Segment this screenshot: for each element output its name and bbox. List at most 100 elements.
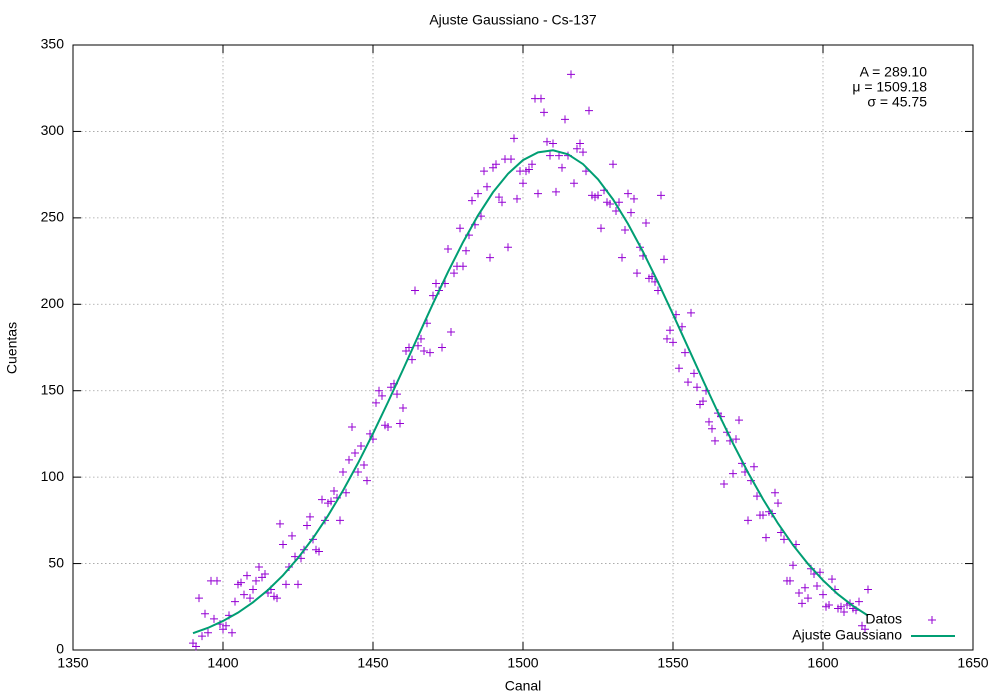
data-point: [759, 511, 767, 520]
data-point: [720, 480, 728, 489]
data-point: [549, 139, 557, 148]
data-point: [492, 160, 500, 169]
data-point: [318, 495, 326, 504]
data-point: [633, 269, 641, 278]
data-point: [612, 206, 620, 215]
data-point: [450, 269, 458, 278]
legend-label: Ajuste Gaussiano: [792, 627, 902, 643]
data-point: [447, 327, 455, 336]
data-point: [618, 253, 626, 262]
data-point: [462, 246, 470, 255]
legend-marker: [928, 616, 936, 624]
data-point: [507, 155, 515, 164]
data-point: [774, 499, 782, 508]
data-point: [660, 255, 668, 264]
data-point: [411, 286, 419, 295]
data-point: [813, 582, 821, 591]
data-point: [690, 369, 698, 378]
data-point: [315, 547, 323, 556]
data-point: [840, 607, 848, 616]
data-point: [375, 386, 383, 395]
data-point: [360, 461, 368, 470]
data-point: [864, 585, 872, 594]
x-tick-label: 1350: [57, 655, 88, 671]
data-point: [237, 578, 245, 587]
data-point: [543, 137, 551, 146]
data-point: [729, 469, 737, 478]
data-point: [801, 583, 809, 592]
data-point: [519, 179, 527, 188]
data-point: [510, 134, 518, 143]
data-point: [444, 244, 452, 253]
data-point: [585, 106, 593, 115]
data-point: [540, 108, 548, 117]
data-point: [642, 219, 650, 228]
data-point: [828, 575, 836, 584]
data-point: [348, 423, 356, 432]
data-point: [744, 516, 752, 525]
data-point: [579, 148, 587, 157]
data-point: [708, 424, 716, 433]
data-point: [693, 383, 701, 392]
data-point: [210, 614, 218, 623]
x-axis-label: Canal: [505, 678, 542, 694]
data-point: [372, 398, 380, 407]
data-point: [552, 187, 560, 196]
data-point: [654, 286, 662, 295]
data-point: [474, 189, 482, 198]
data-point: [594, 191, 602, 200]
data-point: [609, 160, 617, 169]
data-point: [486, 253, 494, 262]
data-point: [669, 338, 677, 347]
data-point: [249, 585, 257, 594]
data-point: [345, 455, 353, 464]
y-tick-label: 150: [41, 381, 65, 397]
data-point: [657, 191, 665, 200]
data-point: [396, 419, 404, 428]
data-point: [681, 348, 689, 357]
data-point: [675, 364, 683, 373]
data-point: [786, 576, 794, 585]
data-point: [276, 519, 284, 528]
data-point: [291, 552, 299, 561]
y-tick-label: 350: [41, 36, 65, 52]
data-point: [456, 224, 464, 233]
data-point: [666, 326, 674, 335]
data-point: [705, 417, 713, 426]
data-point: [495, 193, 503, 202]
data-point: [420, 346, 428, 355]
annotation: μ = 1509.18: [852, 79, 927, 95]
data-point: [624, 189, 632, 198]
data-point: [684, 378, 692, 387]
y-tick-label: 250: [41, 209, 65, 225]
data-point: [378, 391, 386, 400]
data-point: [246, 594, 254, 603]
data-point: [789, 561, 797, 570]
data-point: [528, 160, 536, 169]
data-point: [570, 179, 578, 188]
data-point: [342, 488, 350, 497]
data-point: [687, 308, 695, 317]
data-point: [861, 625, 869, 634]
data-point: [468, 196, 476, 205]
data-point: [804, 594, 812, 603]
data-point: [798, 599, 806, 608]
data-point: [228, 628, 236, 637]
data-point: [711, 436, 719, 445]
data-point: [555, 151, 563, 160]
data-point: [204, 628, 212, 637]
data-point: [576, 139, 584, 148]
data-point: [384, 423, 392, 432]
data-point: [357, 442, 365, 451]
data-point: [327, 497, 335, 506]
data-point: [855, 597, 863, 606]
data-point: [294, 580, 302, 589]
data-point: [561, 115, 569, 124]
annotation: A = 289.10: [860, 64, 928, 80]
chart-title: Ajuste Gaussiano - Cs-137: [429, 12, 597, 28]
fit-line: [192, 149, 869, 635]
x-tick-label: 1550: [657, 655, 688, 671]
data-point: [498, 198, 506, 207]
data-point: [195, 594, 203, 603]
